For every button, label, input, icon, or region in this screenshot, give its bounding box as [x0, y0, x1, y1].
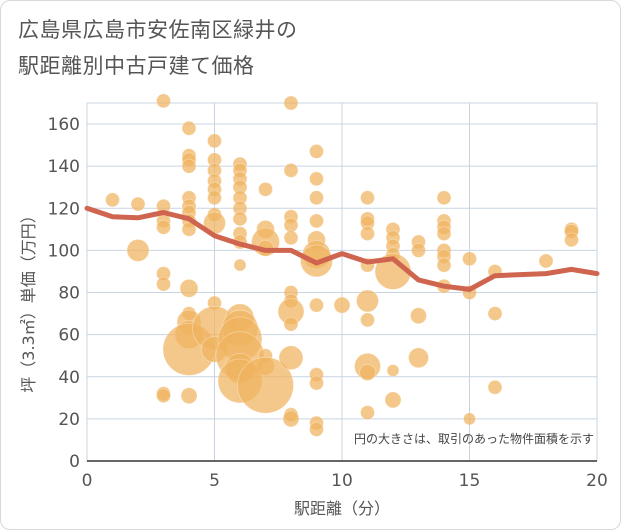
bubble-layer: [105, 93, 579, 437]
data-point: [181, 120, 197, 136]
data-point: [283, 217, 299, 233]
data-point: [487, 306, 503, 321]
x-axis-title: 駅距離（分）: [294, 499, 390, 518]
data-point: [233, 258, 247, 272]
data-point: [179, 278, 199, 298]
data-point: [386, 364, 400, 377]
data-point: [384, 391, 402, 409]
y-axis-title: 坪（3.3㎡）単価（万円）: [19, 207, 38, 392]
data-point: [359, 364, 376, 381]
data-point: [462, 251, 477, 267]
data-point: [309, 213, 324, 229]
y-tick-label: 120: [48, 199, 80, 219]
data-point: [278, 345, 304, 371]
size-legend-note: 円の大きさは、取引のあった物件面積を示す: [354, 431, 594, 446]
data-point: [258, 181, 273, 197]
data-point: [538, 253, 554, 269]
y-tick-label: 0: [69, 452, 80, 472]
x-tick-label: 20: [586, 471, 608, 491]
data-point: [156, 219, 171, 235]
y-tick-label: 20: [58, 410, 80, 430]
data-point: [410, 307, 427, 325]
data-point: [309, 422, 324, 437]
data-point: [564, 232, 579, 248]
data-point: [360, 190, 375, 206]
data-point: [283, 162, 299, 178]
x-tick-label: 5: [209, 471, 220, 491]
chart-title: 広島県広島市安佐南区緑井の 駅距離別中古戸建て価格: [18, 12, 298, 84]
trend-line: [84, 205, 600, 292]
chart-title-line-2: 駅距離別中古戸建て価格: [18, 54, 255, 78]
y-tick-label: 80: [58, 284, 80, 304]
data-point: [180, 387, 198, 405]
data-point: [360, 312, 375, 328]
data-point: [181, 221, 197, 237]
data-point: [487, 379, 503, 395]
y-tick-label: 40: [58, 368, 80, 388]
data-point: [130, 196, 146, 212]
y-tick-label: 60: [58, 326, 80, 346]
y-tick-label: 140: [48, 157, 80, 177]
data-point: [463, 412, 476, 426]
data-point: [408, 347, 429, 369]
data-point: [436, 226, 452, 241]
chart-title-line-1: 広島県広島市安佐南区緑井の: [18, 18, 298, 42]
y-tick-label: 160: [48, 115, 80, 135]
data-point: [207, 133, 222, 149]
data-point: [283, 316, 299, 332]
data-point: [436, 257, 452, 273]
data-point: [309, 144, 324, 159]
data-point: [156, 93, 171, 109]
data-point: [181, 158, 197, 174]
x-tick-labels: 0 5 10 15 20: [82, 471, 608, 491]
y-tick-label: 100: [48, 241, 80, 261]
data-point: [126, 239, 150, 262]
data-point: [309, 190, 324, 206]
data-point: [309, 171, 324, 187]
data-point: [333, 296, 351, 314]
y-tick-labels: 0 20 40 60 80 100 120 140 160: [48, 115, 80, 472]
data-point: [360, 226, 375, 241]
data-point: [156, 388, 171, 404]
data-point: [207, 190, 222, 206]
data-point: [360, 405, 375, 420]
data-point: [282, 410, 300, 428]
data-point: [283, 95, 299, 111]
data-point: [436, 190, 452, 206]
data-point: [411, 243, 426, 258]
data-point: [309, 375, 324, 391]
x-tick-label: 15: [459, 471, 481, 491]
data-point: [105, 192, 120, 208]
data-point: [156, 276, 171, 292]
data-point: [283, 230, 299, 246]
data-point: [309, 297, 324, 313]
x-tick-label: 10: [331, 471, 353, 491]
data-point: [237, 356, 294, 414]
data-point: [232, 211, 248, 227]
x-tick-label: 0: [82, 471, 93, 491]
data-point: [356, 289, 379, 313]
